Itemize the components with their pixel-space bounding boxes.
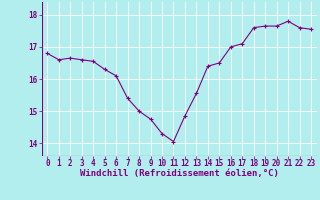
X-axis label: Windchill (Refroidissement éolien,°C): Windchill (Refroidissement éolien,°C) bbox=[80, 169, 279, 178]
